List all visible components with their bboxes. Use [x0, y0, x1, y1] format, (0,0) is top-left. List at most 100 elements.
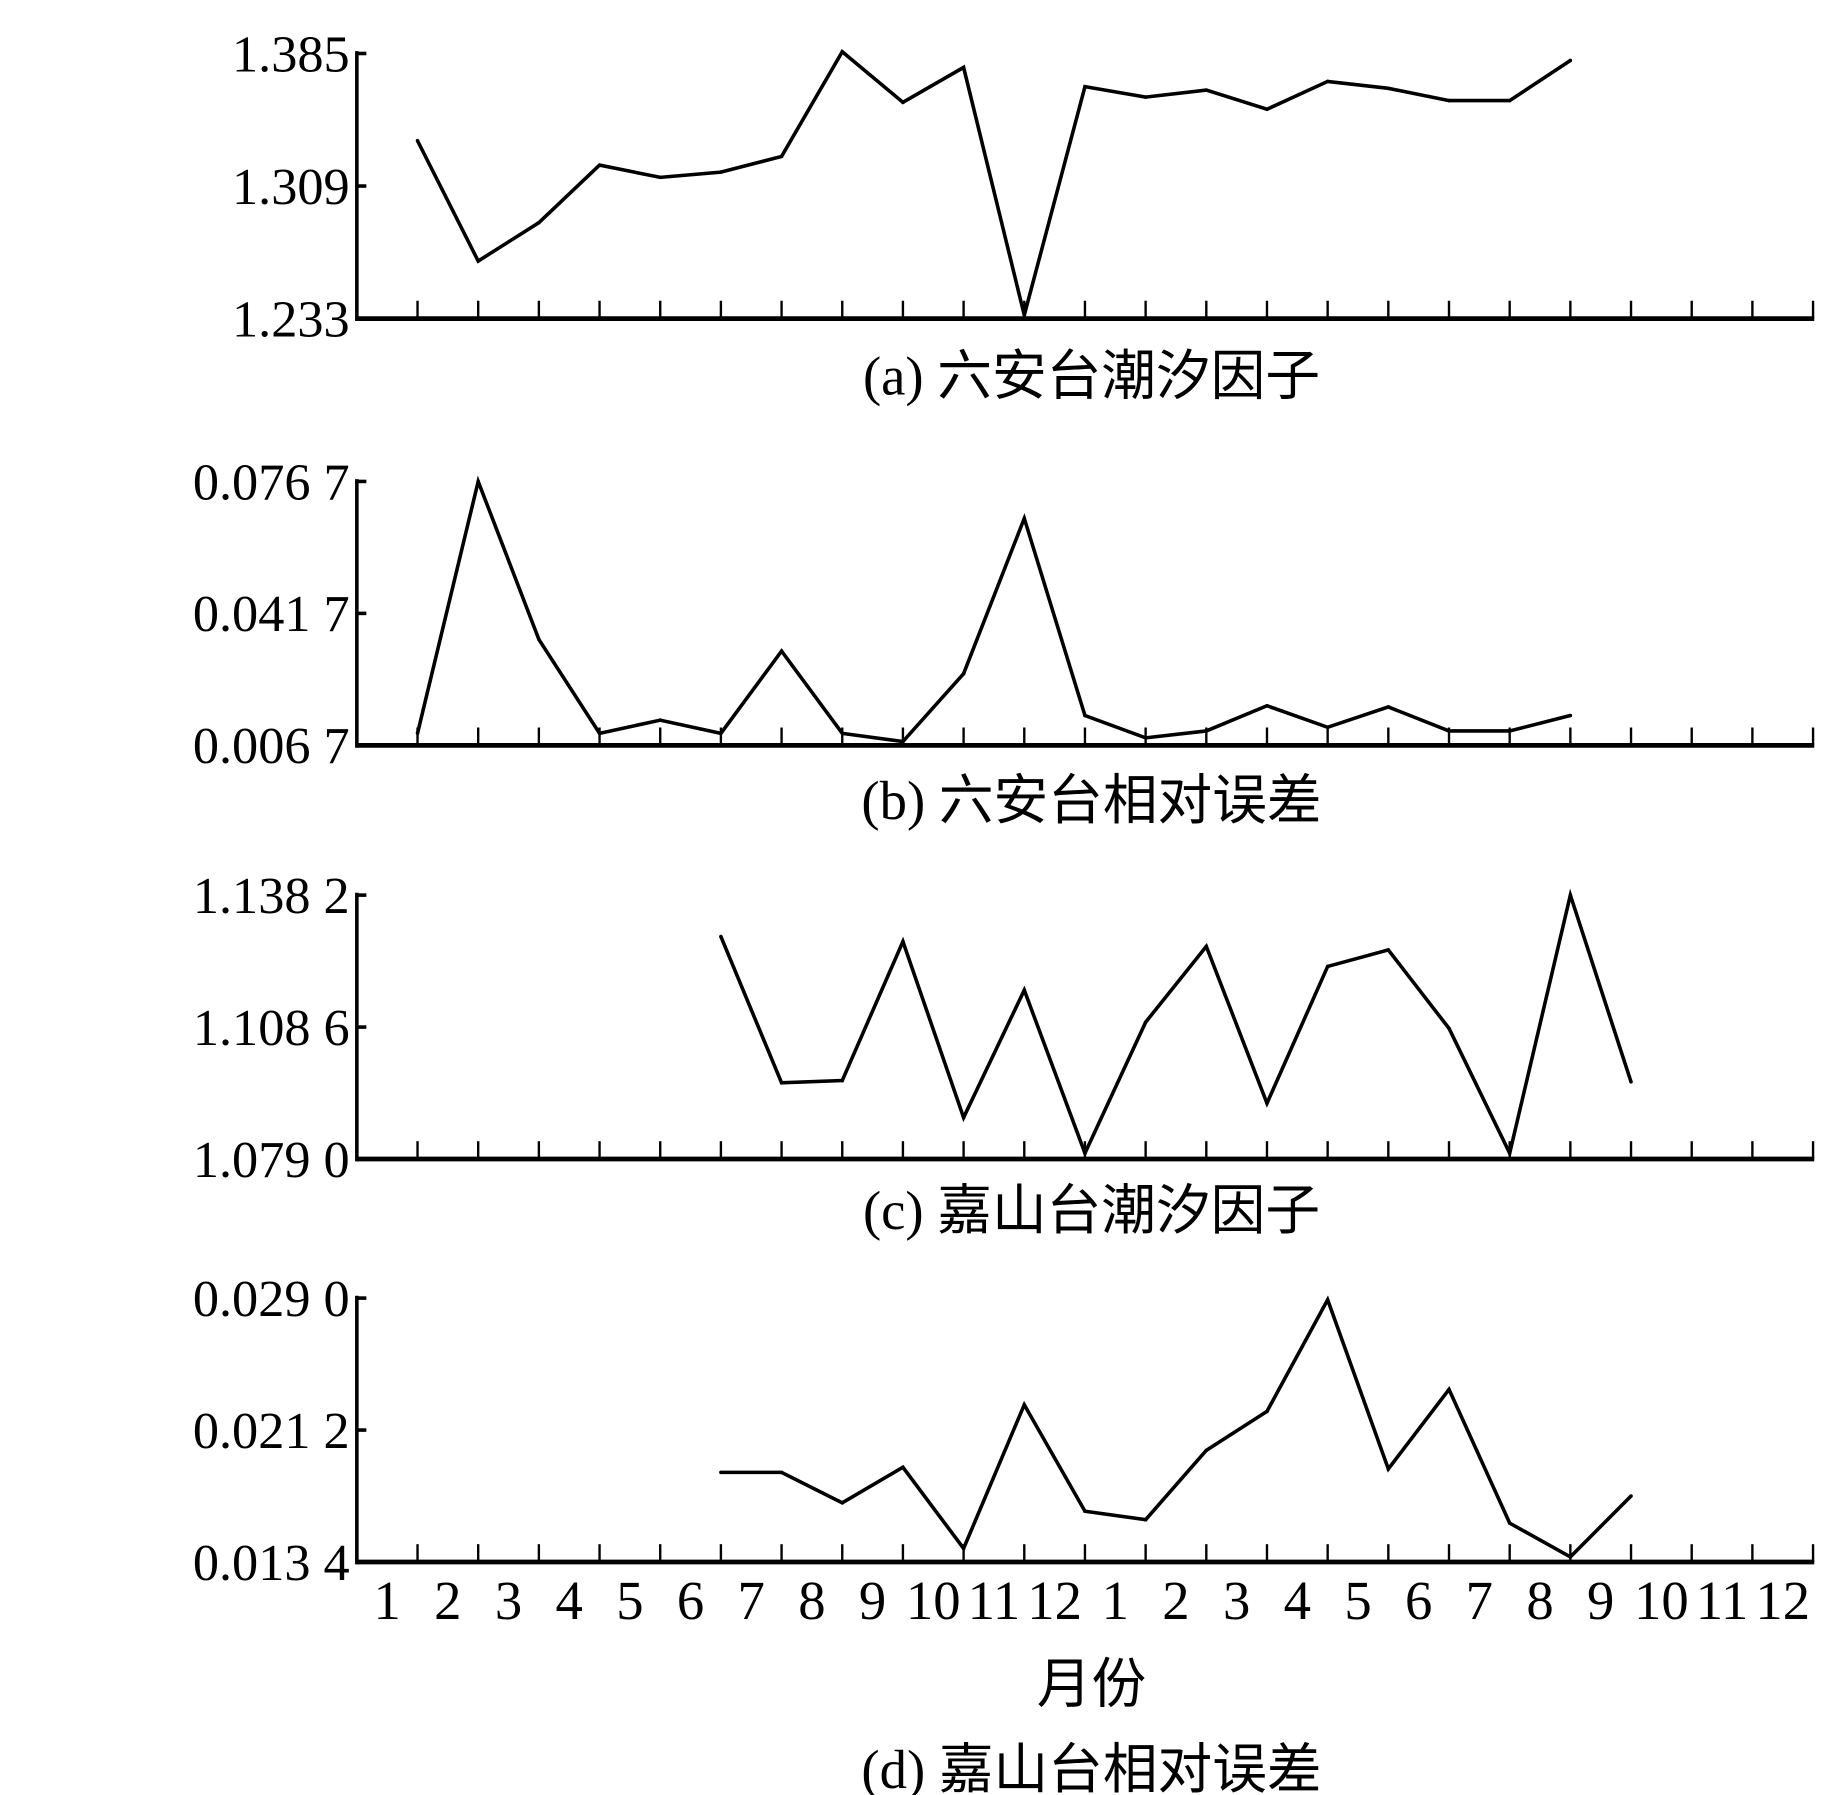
data-point — [1325, 964, 1330, 969]
data-point — [1386, 86, 1391, 91]
x-tick-label: 7 — [1466, 1570, 1493, 1631]
y-tick-label: 0.013 4 — [193, 1534, 350, 1592]
data-point — [1204, 944, 1209, 949]
x-tick-label: 5 — [1344, 1570, 1371, 1631]
data-point — [597, 731, 602, 736]
data-point — [537, 637, 541, 642]
data-point — [840, 1078, 845, 1083]
data-point — [1386, 1467, 1391, 1471]
x-tick-label: 8 — [1526, 1570, 1553, 1631]
data-point — [1507, 729, 1512, 733]
data-point — [719, 731, 723, 736]
x-tick-label: 4 — [556, 1570, 583, 1631]
data-point — [779, 1470, 784, 1475]
data-point — [1386, 705, 1391, 709]
data-point — [1568, 1555, 1573, 1559]
x-tick-label: 1 — [374, 1570, 401, 1631]
x-tick-label: 7 — [738, 1570, 765, 1631]
data-point — [961, 671, 966, 676]
data-point — [1568, 713, 1573, 718]
x-tick-label: 10 — [1634, 1570, 1689, 1631]
y-tick-label: 1.108 6 — [193, 999, 350, 1057]
x-tick-label: 6 — [677, 1570, 704, 1631]
data-point — [1022, 516, 1027, 521]
data-point — [1083, 84, 1087, 89]
data-point — [1204, 1448, 1209, 1453]
data-point — [1022, 988, 1027, 992]
chart-panel-c: 1.138 2 1.108 6 1.079 0 (c) 嘉山台潮汐因子 — [193, 867, 1815, 1241]
data-point — [779, 154, 784, 159]
data-line — [720, 1295, 1633, 1560]
x-axis-label: 月份 — [1037, 1653, 1146, 1714]
data-point — [840, 49, 845, 54]
data-point — [1325, 725, 1330, 730]
data-point — [1447, 1387, 1451, 1392]
data-point — [719, 170, 723, 174]
y-tick-label: 0.021 2 — [193, 1402, 350, 1460]
data-line — [415, 48, 1572, 316]
y-tick-label: 0.006 7 — [193, 717, 350, 775]
data-point — [961, 65, 966, 70]
data-point — [901, 939, 905, 944]
data-point — [901, 739, 905, 744]
data-point — [1083, 1151, 1087, 1156]
x-tick-label: 10 — [906, 1570, 961, 1631]
data-point — [779, 1081, 784, 1085]
x-tick-label: 12 — [1027, 1570, 1082, 1631]
data-point — [1568, 893, 1573, 897]
data-point — [1265, 1101, 1269, 1106]
data-point — [1507, 98, 1512, 103]
x-tick-label: 3 — [495, 1570, 522, 1631]
data-point — [1447, 729, 1451, 733]
data-point — [658, 175, 663, 180]
y-tick-label: 0.029 0 — [193, 1270, 350, 1328]
data-point — [597, 163, 602, 167]
data-point — [901, 100, 905, 105]
x-tick-label: 11 — [1696, 1570, 1749, 1631]
data-point — [840, 1501, 845, 1505]
data-point — [840, 731, 845, 736]
x-tick-label: 5 — [616, 1570, 643, 1631]
x-tick-label: 9 — [1587, 1570, 1614, 1631]
data-point — [1022, 313, 1027, 317]
data-point — [1143, 736, 1148, 740]
chart-caption: (c) 嘉山台潮汐因子 — [863, 1180, 1320, 1241]
x-tick-label: 1 — [1102, 1570, 1129, 1631]
x-tick-label: 8 — [798, 1570, 825, 1631]
data-point — [658, 718, 663, 722]
x-tick-label: 4 — [1284, 1570, 1311, 1631]
chart-panel-d: 0.029 00.021 20.013 41 2 3 4 5 6 7 8 9 10 11 12 1 2 3 4… — [193, 1270, 1815, 1795]
data-point — [537, 220, 541, 225]
y-tick-label: 0.041 7 — [193, 585, 350, 643]
data-point — [1265, 1409, 1269, 1414]
data-point — [1204, 729, 1209, 733]
data-point — [1447, 1026, 1451, 1031]
y-tick-label: 1.079 0 — [193, 1131, 350, 1189]
data-point — [961, 1546, 966, 1551]
chart-caption: (a) 六安台潮汐因子 — [863, 346, 1320, 407]
data-point — [719, 934, 723, 939]
x-tick-label: 3 — [1223, 1570, 1250, 1631]
data-point — [1022, 1402, 1027, 1407]
x-tick-label: 11 — [968, 1570, 1021, 1631]
data-point — [1265, 107, 1269, 112]
chart-panel-a: 1.385 1.309 1.233 (a) 六安台潮汐因子 — [232, 25, 1815, 407]
data-point — [1386, 948, 1391, 952]
data-point — [1083, 1509, 1087, 1514]
data-point — [901, 1465, 905, 1470]
data-line — [415, 475, 1571, 744]
data-point — [476, 479, 480, 484]
data-point — [1568, 58, 1573, 63]
data-point — [1083, 713, 1087, 718]
data-point — [1143, 1517, 1148, 1522]
y-tick-label: 1.385 — [232, 25, 350, 83]
data-point — [1265, 703, 1269, 708]
x-tick-label: 9 — [859, 1570, 886, 1631]
chart-panel-b: 0.076 7 0.041 7 0.006 7 (b) 六安台相对误差 — [193, 453, 1815, 831]
data-point — [476, 259, 480, 263]
chart-caption: (b) 六安台相对误差 — [861, 770, 1321, 831]
data-point — [415, 731, 420, 736]
data-point — [1143, 95, 1148, 99]
